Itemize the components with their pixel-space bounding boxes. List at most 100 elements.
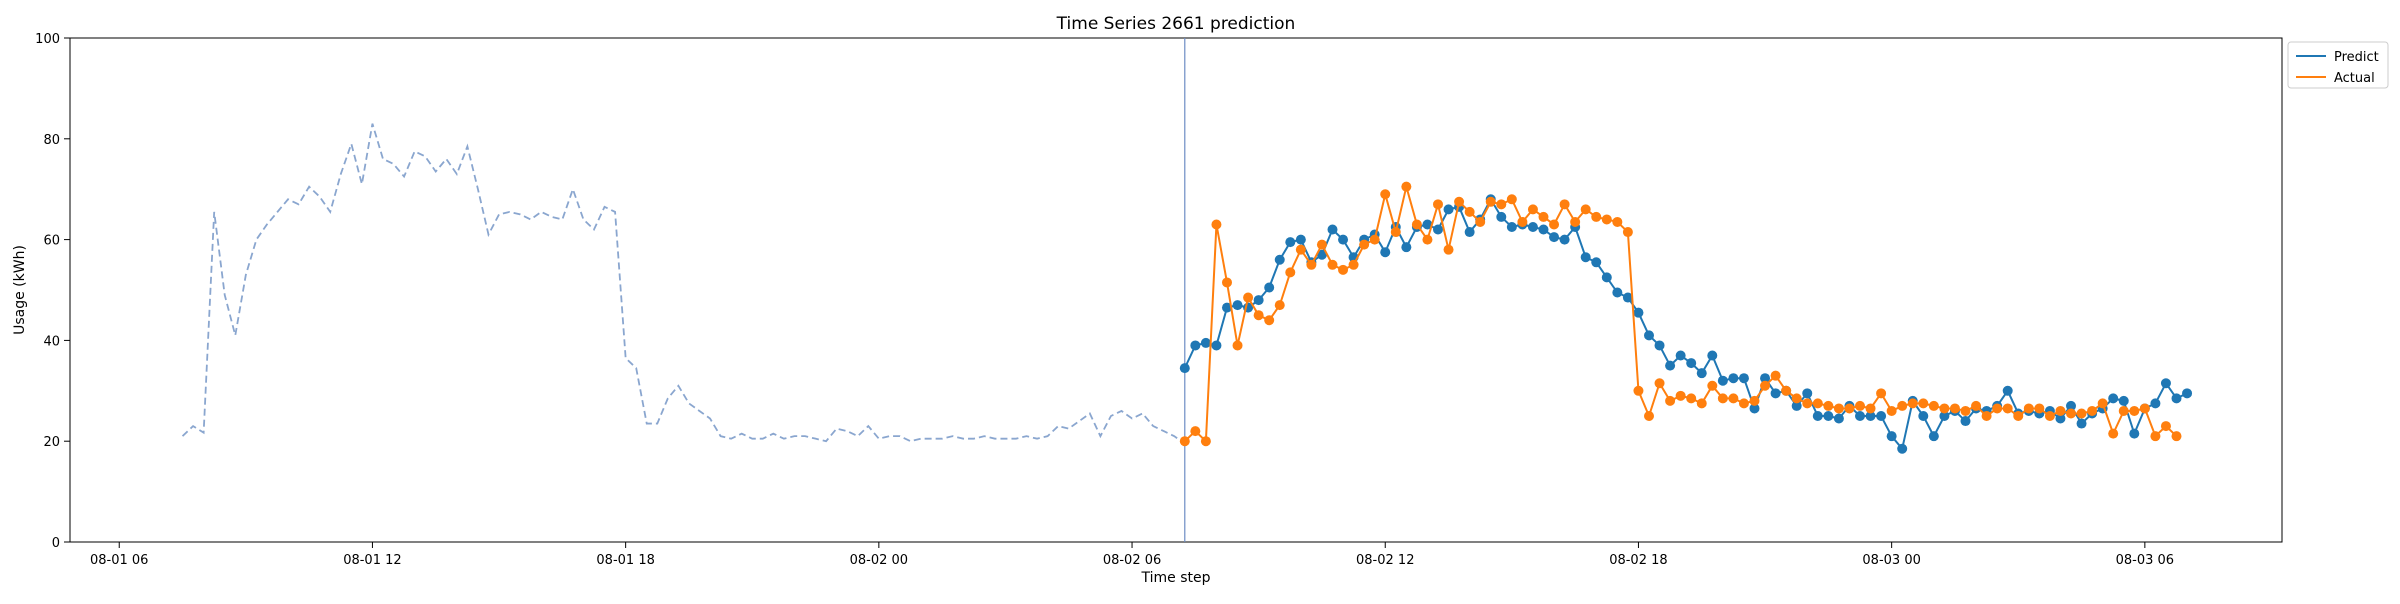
- actual-point: [2087, 405, 2098, 416]
- predict-point: [1591, 257, 1602, 268]
- predict-point: [1854, 411, 1865, 421]
- y-tick-label: 100: [35, 32, 60, 47]
- actual-point: [1221, 277, 1232, 288]
- actual-point: [1295, 244, 1306, 255]
- actual-point: [1749, 395, 1760, 406]
- x-axis-label: Time step: [1141, 570, 1211, 586]
- plot-frame: [69, 37, 2283, 543]
- predict-point: [1432, 224, 1443, 235]
- actual-point: [1285, 267, 1296, 278]
- actual-point: [1717, 393, 1728, 404]
- predict-point: [1580, 252, 1591, 263]
- actual-point: [1475, 216, 1486, 227]
- actual-point: [1854, 400, 1865, 411]
- predict-point: [1190, 340, 1201, 351]
- predict-point: [1633, 307, 1644, 318]
- predict-point: [1496, 211, 1507, 222]
- predict-series: [1179, 194, 2193, 454]
- predict-point: [1464, 227, 1475, 238]
- predict-point: [1422, 219, 1433, 230]
- x-tick-label: 08-02 06: [1103, 553, 1161, 568]
- actual-point: [1316, 239, 1327, 250]
- actual-point: [1707, 380, 1718, 391]
- predict-point: [1179, 363, 1190, 374]
- actual-point: [1359, 239, 1370, 250]
- legend-label-predict: Predict: [2334, 50, 2379, 65]
- actual-point: [1274, 300, 1285, 311]
- predict-point: [2108, 393, 2119, 404]
- actual-point: [1506, 194, 1517, 205]
- predict-point: [1886, 431, 1897, 442]
- predict-point: [1918, 411, 1929, 421]
- actual-point: [1243, 292, 1254, 303]
- actual-point: [1559, 199, 1570, 210]
- actual-point: [1232, 340, 1243, 351]
- predict-point: [1696, 368, 1707, 379]
- actual-point: [1897, 400, 1908, 411]
- actual-point: [1907, 398, 1918, 409]
- predict-point: [1686, 358, 1697, 369]
- predict-point: [2171, 393, 2182, 404]
- predict-point: [1401, 242, 1412, 253]
- predict-point: [1802, 388, 1813, 399]
- actual-point: [1538, 211, 1549, 222]
- x-tick-label: 08-03 06: [2116, 553, 2174, 568]
- predict-point: [2150, 398, 2161, 409]
- actual-point: [2044, 411, 2055, 421]
- predict-point: [1675, 350, 1686, 361]
- actual-point: [2013, 411, 2024, 421]
- x-tick-label: 08-03 00: [1862, 553, 1920, 568]
- actual-point: [1211, 219, 1222, 230]
- actual-point: [1527, 204, 1538, 215]
- predict-point: [2065, 400, 2076, 411]
- actual-point: [2002, 403, 2013, 414]
- actual-series: [1179, 181, 2182, 447]
- predict-point: [1295, 234, 1306, 245]
- actual-point: [1833, 403, 1844, 414]
- actual-point: [1422, 234, 1433, 245]
- actual-point: [1886, 405, 1897, 416]
- predict-point: [1285, 237, 1296, 248]
- actual-point: [1306, 259, 1317, 270]
- predict-point: [1897, 443, 1908, 454]
- actual-point: [1802, 398, 1813, 409]
- predict-point: [1654, 340, 1665, 351]
- actual-point: [1549, 219, 1560, 230]
- predict-point: [1728, 373, 1739, 384]
- actual-point: [1728, 393, 1739, 404]
- predict-point: [1770, 388, 1781, 399]
- predict-point: [1559, 234, 1570, 245]
- predict-point: [1833, 413, 1844, 424]
- actual-point: [1612, 216, 1623, 227]
- predict-point: [1791, 400, 1802, 411]
- predict-point: [1812, 411, 1823, 421]
- actual-point: [1454, 196, 1465, 207]
- predict-point: [1211, 340, 1222, 351]
- y-tick-label: 60: [43, 234, 60, 249]
- predict-point: [1338, 234, 1349, 245]
- predict-point: [1960, 416, 1971, 427]
- predict-point: [1327, 224, 1338, 235]
- actual-point: [2065, 408, 2076, 419]
- predict-point: [1253, 295, 1264, 306]
- predict-point: [1601, 272, 1612, 283]
- actual-point: [2097, 398, 2108, 409]
- actual-point: [1443, 244, 1454, 255]
- y-axis-label: Usage (kWh): [12, 245, 28, 335]
- actual-point: [2034, 403, 2045, 414]
- actual-point: [1348, 259, 1359, 270]
- actual-point: [1654, 378, 1665, 389]
- predict-point: [1760, 373, 1771, 384]
- predict-point: [2182, 388, 2193, 399]
- predict-point: [1876, 411, 1887, 421]
- predict-point: [2129, 428, 2140, 439]
- actual-point: [2150, 431, 2161, 442]
- actual-point: [1823, 400, 1834, 411]
- predict-point: [1823, 411, 1834, 421]
- x-tick-label: 08-02 00: [850, 553, 908, 568]
- predict-point: [1316, 249, 1327, 260]
- predict-point: [1538, 224, 1549, 235]
- x-tick-label: 08-02 12: [1356, 553, 1414, 568]
- actual-point: [2055, 405, 2066, 416]
- actual-point: [1686, 393, 1697, 404]
